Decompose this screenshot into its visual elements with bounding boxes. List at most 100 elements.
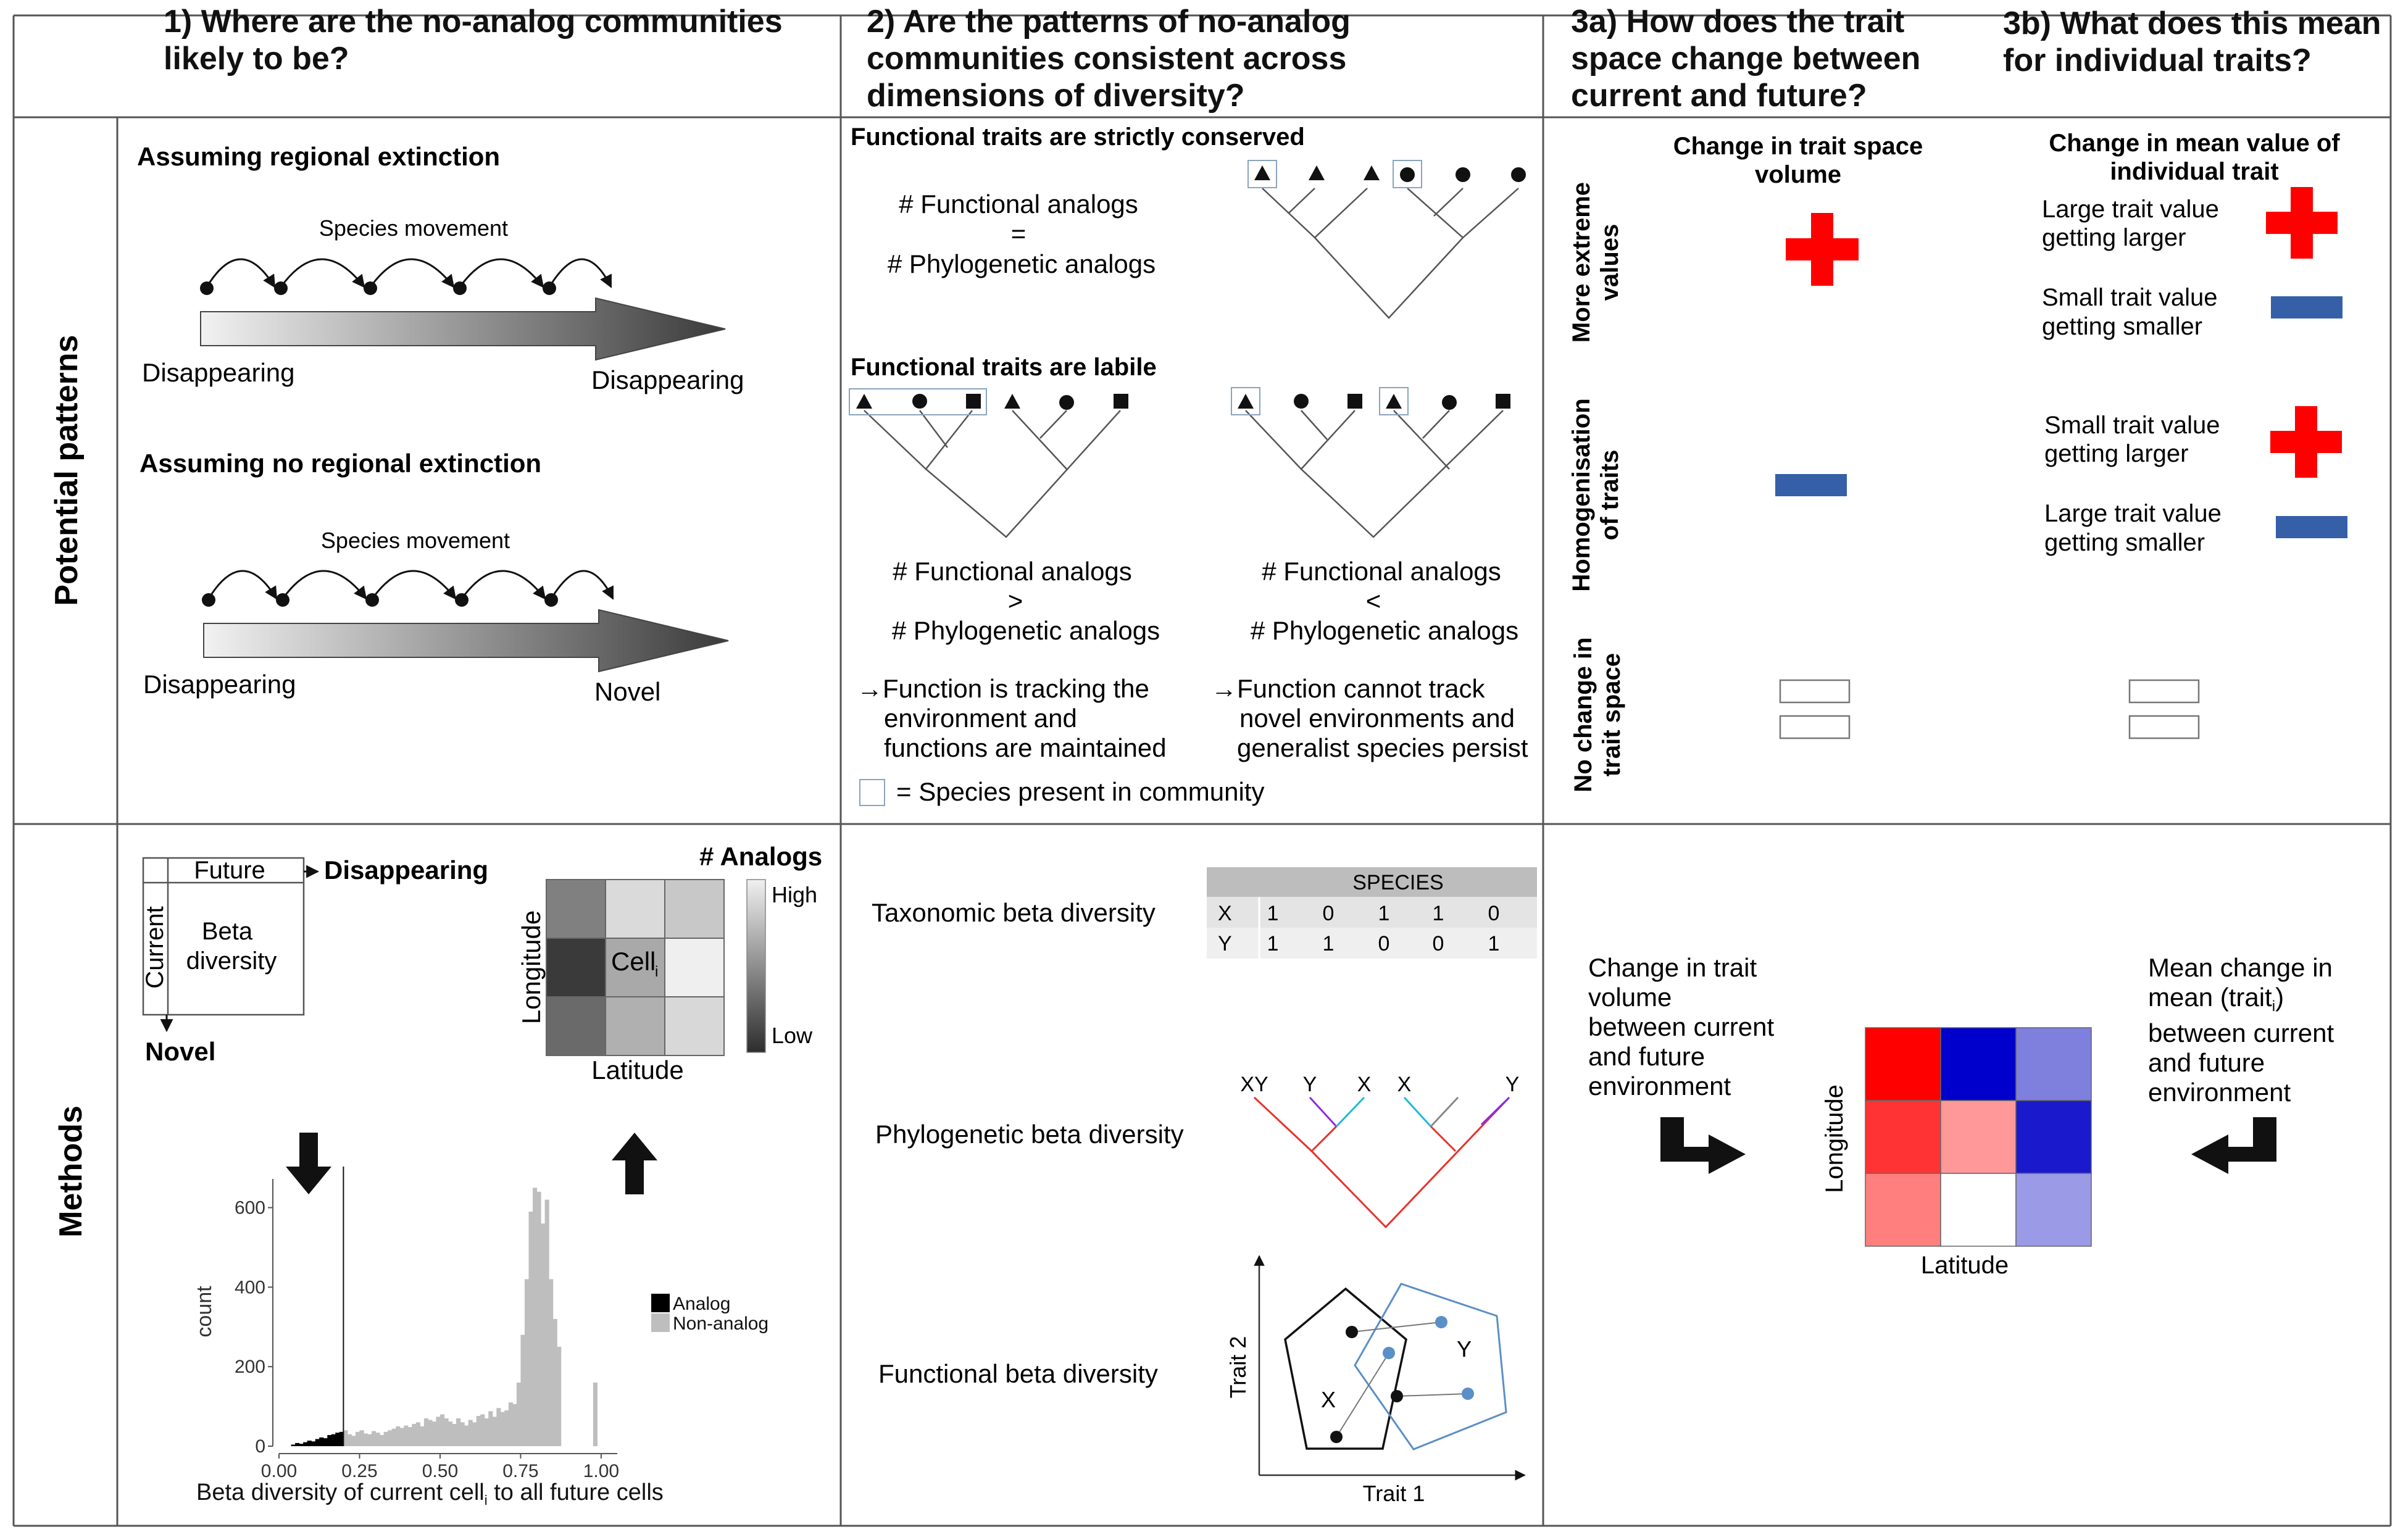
species-table: SPECIES X Y 1 0 1 1 0 1 1 0 0 1 — [1207, 867, 1537, 959]
histogram-bar — [452, 1423, 457, 1446]
small-smaller-line2: getting smaller — [2042, 313, 2202, 340]
histogram-bar — [544, 1199, 549, 1446]
regional-extinction-title: Assuming regional extinction — [137, 142, 500, 171]
trait-space-points — [1330, 1316, 1474, 1443]
svg-text:environment: environment — [1588, 1072, 1731, 1101]
analogs-grid — [546, 879, 725, 1056]
trait-space-x-label: X — [1321, 1387, 1336, 1412]
colorbar-high: High — [772, 882, 817, 907]
large-smaller-line1: Large trait value — [2044, 500, 2222, 527]
histogram-bar — [415, 1422, 420, 1446]
novel-right-2: Novel — [594, 677, 660, 706]
header-col3b-line2: for individual traits? — [2003, 43, 2312, 78]
panel-methods-traits: Change in trait volume between current a… — [1588, 953, 2334, 1279]
homogenisation-label: Homogenisation of traits — [1568, 398, 1623, 591]
svg-text:No change in: No change in — [1570, 637, 1597, 792]
histogram-bar — [423, 1418, 428, 1446]
plus-sign-mean-1 — [2266, 187, 2338, 259]
left-result-line3: functions are maintained — [884, 733, 1167, 762]
histogram-bar — [383, 1431, 388, 1446]
trait2-label: Trait 2 — [1225, 1336, 1251, 1399]
disappearing-left-1: Disappearing — [142, 358, 295, 387]
histogram-bar — [524, 1279, 530, 1446]
species-header: SPECIES — [1352, 871, 1443, 894]
tip-label: XY — [1240, 1073, 1268, 1096]
extreme-values-label: More extreme values — [1568, 182, 1623, 343]
heatmap-cell — [2015, 1027, 2092, 1101]
histogram-bar — [448, 1421, 453, 1446]
trait-space-axes — [1254, 1255, 1526, 1481]
panel-potential-traits: Change in trait space volume Change in m… — [1568, 130, 2347, 793]
histogram-bar — [549, 1279, 554, 1446]
functional-analogs-1: # Functional analogs — [899, 189, 1138, 219]
histogram: 0 200 400 600 0.00 0.25 0.50 0.75 1.00 count Bet… — [193, 1167, 768, 1508]
labile-title: Functional traits are labile — [851, 354, 1157, 381]
no-regional-extinction-title: Assuming no regional extinction — [140, 449, 541, 478]
histogram-bar — [536, 1191, 541, 1446]
matrix-future-label: Future — [194, 857, 265, 884]
heatmap-cell — [1940, 1173, 2017, 1247]
histogram-xlabel-main: Beta diversity of current cell — [196, 1480, 485, 1505]
histogram-bar — [436, 1417, 441, 1446]
panel-methods-location: Future Current Beta diversity Disappeari… — [141, 842, 822, 1508]
species-movement-label-1: Species movement — [319, 215, 508, 241]
species-movement-label-2: Species movement — [321, 528, 510, 553]
tip-label: X — [1357, 1073, 1372, 1096]
phylogenetic-analogs-1: # Phylogenetic analogs — [888, 249, 1156, 278]
svg-text:mean (traiti): mean (traiti) — [2148, 983, 2284, 1015]
histogram-bar — [399, 1428, 404, 1446]
matrix-current-label: Current — [141, 906, 169, 988]
histogram-tick-labels: 0 200 400 600 0.00 0.25 0.50 0.75 1.00 — [235, 1198, 619, 1481]
svg-text:More extreme: More extreme — [1568, 182, 1595, 343]
volume-header-line1: Change in trait space — [1673, 133, 1923, 160]
histogram-bar — [391, 1428, 396, 1446]
volume-header-line2: volume — [1755, 161, 1841, 188]
functional-analogs-3: # Functional analogs — [1262, 557, 1501, 586]
disappearing-right-1: Disappearing — [591, 365, 744, 394]
less-than-sign: < — [1366, 586, 1381, 615]
histogram-bar — [331, 1434, 336, 1446]
no-change-mean-bars — [2128, 679, 2200, 739]
conserved-tree-tips — [1254, 165, 1526, 182]
histogram-bar — [541, 1223, 546, 1446]
header-col1-line2: likely to be? — [164, 41, 349, 77]
header-col3a-line1: 3a) How does the trait — [1571, 4, 1904, 40]
legend-analog-swatch — [651, 1294, 670, 1312]
large-larger-line1: Large trait value — [2042, 196, 2219, 223]
histogram-bar — [375, 1433, 380, 1446]
colorbar-low: Low — [772, 1023, 813, 1048]
plus-sign-volume — [1786, 213, 1859, 286]
histogram-bar — [299, 1444, 304, 1446]
trait-change-heatmap — [1865, 1027, 2092, 1247]
disappearing-left-2: Disappearing — [143, 670, 296, 699]
header-col3a-line3: current and future? — [1571, 78, 1867, 114]
gradient-arrow-1 — [200, 297, 726, 361]
table-cell: 0 — [1488, 902, 1500, 925]
heatmap-cell — [1940, 1027, 2017, 1101]
histogram-bar — [444, 1418, 449, 1446]
histogram-bar — [291, 1444, 296, 1446]
matrix-beta-line1: Beta — [202, 918, 253, 945]
histogram-xlabel: Beta diversity of current celli to all f… — [196, 1480, 664, 1508]
histogram-bar — [335, 1433, 340, 1446]
minus-sign-mean-2 — [2276, 516, 2347, 538]
table-cell: 1 — [1267, 932, 1279, 955]
right-result-line1: →Function cannot track — [1211, 674, 1486, 703]
heatmap-longitude: Longitude — [1821, 1084, 1848, 1193]
histogram-bar — [431, 1421, 437, 1446]
phylogenetic-analogs-2: # Phylogenetic analogs — [892, 616, 1160, 645]
cell-label: Cell — [611, 947, 656, 976]
matrix-novel: Novel — [145, 1037, 215, 1066]
left-explanation: Change in trait volume between current a… — [1588, 953, 1775, 1101]
mean-header-line2: individual trait — [2110, 158, 2278, 185]
right-explanation: Mean change in mean (traiti) between cur… — [2148, 953, 2334, 1107]
table-cell: 0 — [1378, 932, 1390, 955]
histogram-bar — [315, 1439, 320, 1446]
histogram-bar — [307, 1440, 312, 1446]
analogs-title: # Analogs — [699, 842, 822, 871]
histogram-bar — [351, 1436, 356, 1446]
small-larger-line1: Small trait value — [2044, 412, 2220, 439]
table-cell: 0 — [1433, 932, 1444, 955]
svg-text:Change in trait: Change in trait — [1588, 953, 1757, 982]
